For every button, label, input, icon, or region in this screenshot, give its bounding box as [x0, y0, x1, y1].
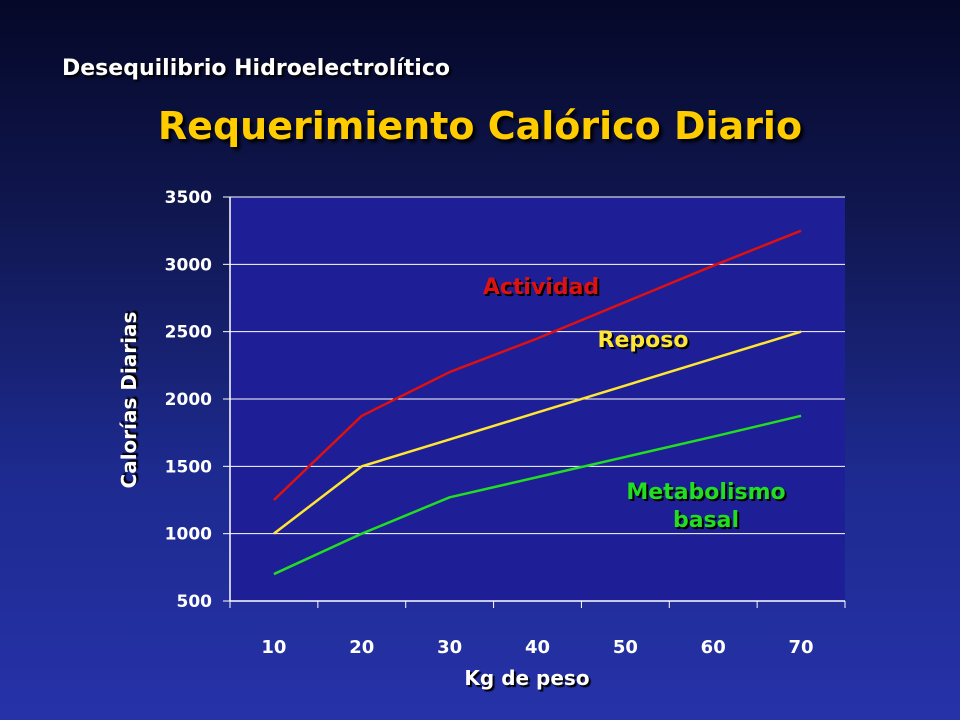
- series-label-shadow: Metabolismo: [628, 482, 787, 507]
- x-tick-label: 60: [701, 637, 726, 658]
- series-line: [273, 229, 802, 501]
- y-tick-label: 3000: [165, 255, 212, 275]
- series-line: [273, 414, 802, 576]
- y-axis-ticks: 500 1000 1500 2000 2500 3000 3500: [165, 188, 230, 612]
- y-tick-label: 1000: [165, 525, 212, 545]
- series-label: Metabolismo: [626, 480, 785, 505]
- series-label: Reposo: [598, 328, 689, 353]
- series-label-shadow: Reposo: [600, 330, 691, 355]
- section-title: Desequilibrio Hidroelectrolítico: [62, 56, 451, 81]
- chart-title: Requerimiento Calórico Diario: [157, 104, 803, 148]
- series-label: basal: [673, 508, 739, 533]
- x-tick-label: 70: [789, 637, 814, 658]
- y-tick-label: 500: [177, 592, 213, 612]
- series-label: Actividad: [483, 275, 599, 300]
- y-tick-label: 1500: [165, 457, 212, 477]
- x-tick-label: 10: [261, 637, 286, 658]
- x-tick-label: 50: [613, 637, 638, 658]
- x-axis-label: Kg de peso: [464, 666, 589, 690]
- x-tick-label: 30: [437, 637, 462, 658]
- x-tick-label: 40: [525, 637, 550, 658]
- y-tick-label: 3500: [165, 188, 212, 208]
- gridlines: [230, 196, 845, 535]
- series-line: [273, 330, 802, 535]
- series-label-shadow: Actividad: [485, 277, 601, 302]
- x-tick-label: 20: [349, 637, 374, 658]
- series-lines: [273, 229, 802, 576]
- y-tick-label: 2000: [165, 390, 212, 410]
- y-tick-label: 2500: [165, 323, 212, 343]
- series-labels: ActividadActividadReposoReposoMetabolism…: [483, 275, 788, 535]
- y-axis-label: Calorías Diarias: [117, 312, 141, 489]
- series-label-shadow: basal: [675, 510, 741, 535]
- x-axis-ticks: 10 20 30 40 50 60 70: [229, 601, 846, 658]
